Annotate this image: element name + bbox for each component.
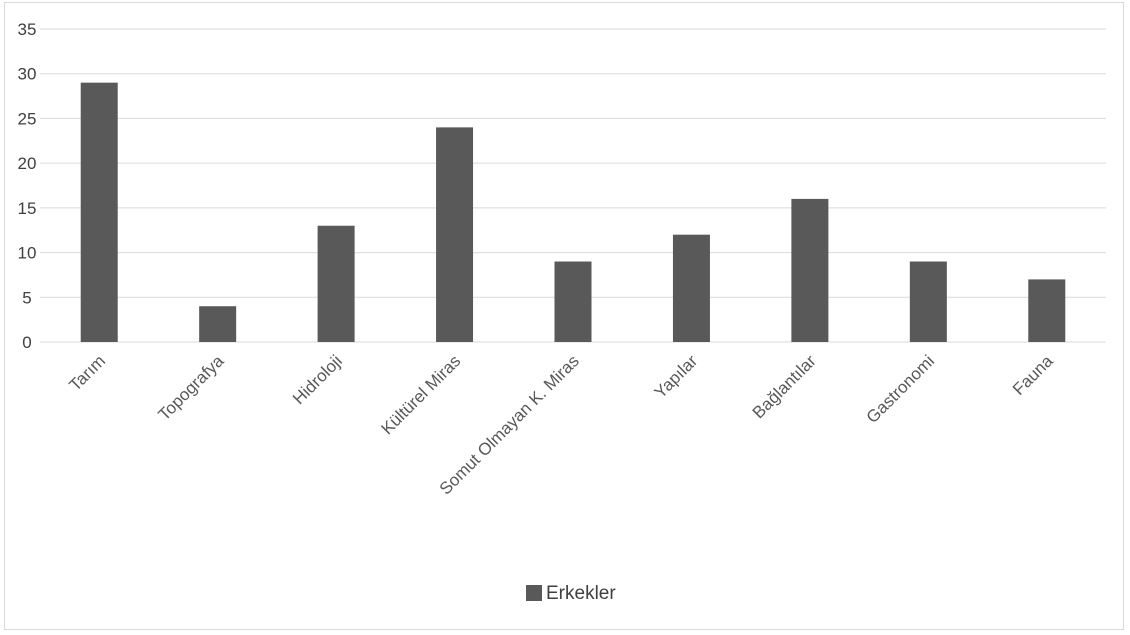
x-category-label: Bağlantılar (749, 351, 820, 422)
x-category-label: Yapılar (651, 351, 702, 402)
legend-label: Erkekler (546, 583, 616, 604)
bar-2 (318, 226, 355, 342)
x-category-label: Somut Olmayan K. Miras (436, 351, 583, 498)
x-category-label: Topografya (155, 351, 228, 424)
chart-frame: 0 5 10 15 20 25 30 35 Tarım Topografya Hidroloji K… (4, 2, 1124, 630)
bar-3 (436, 127, 473, 342)
bar-1 (199, 306, 236, 342)
y-tick-label: 35 (18, 20, 37, 39)
y-tick-label: 15 (18, 199, 37, 218)
bar-4 (555, 262, 592, 342)
x-category-label: Gastronomi (863, 351, 939, 427)
y-tick-label: 30 (18, 65, 37, 84)
x-category-label: Kültürel Miras (377, 351, 464, 438)
legend: Erkekler (526, 583, 616, 604)
bars (81, 83, 1066, 342)
bar-0 (81, 83, 118, 342)
bar-8 (1028, 279, 1065, 342)
bar-7 (910, 262, 947, 342)
legend-swatch (526, 585, 542, 601)
x-axis: Tarım Topografya Hidroloji Kültürel MirasSo… (66, 351, 1057, 498)
bar-5 (673, 235, 710, 342)
y-axis: 0 5 10 15 20 25 30 35 (18, 20, 37, 352)
y-tick-label: 20 (18, 154, 37, 173)
x-category-label: Fauna (1009, 351, 1057, 399)
y-tick-label: 25 (18, 109, 37, 128)
y-tick-label: 5 (22, 288, 31, 307)
y-tick-label: 0 (22, 333, 31, 352)
bar-6 (791, 199, 828, 342)
x-category-label: Tarım (66, 351, 109, 394)
x-category-label: Hidroloji (289, 351, 346, 408)
y-tick-label: 10 (18, 244, 37, 263)
bar-chart: 0 5 10 15 20 25 30 35 Tarım Topografya Hidroloji K… (5, 3, 1125, 631)
